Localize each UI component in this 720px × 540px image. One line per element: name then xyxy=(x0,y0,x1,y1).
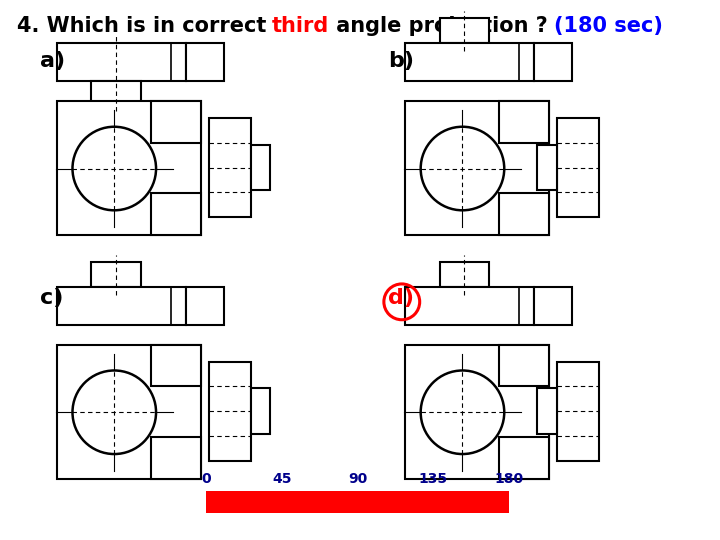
Text: d): d) xyxy=(388,288,414,308)
Text: 0: 0 xyxy=(201,472,211,486)
Bar xyxy=(57,43,186,81)
Text: 135: 135 xyxy=(419,472,448,486)
Text: third: third xyxy=(272,16,329,36)
Bar xyxy=(405,287,534,325)
Text: 45: 45 xyxy=(272,472,292,486)
Bar xyxy=(537,145,557,191)
Text: 180: 180 xyxy=(495,472,523,486)
Bar xyxy=(405,345,549,479)
Bar xyxy=(209,361,251,461)
Bar xyxy=(206,491,509,513)
Bar xyxy=(557,361,599,461)
Bar xyxy=(537,388,557,434)
Bar xyxy=(57,101,201,235)
Bar xyxy=(151,193,201,235)
Bar xyxy=(91,81,141,106)
Bar xyxy=(499,193,549,235)
Bar xyxy=(557,118,599,217)
Bar xyxy=(57,287,186,325)
Text: a): a) xyxy=(40,51,65,71)
Bar xyxy=(251,145,271,191)
Bar xyxy=(440,262,490,287)
Bar xyxy=(499,345,549,387)
Bar xyxy=(186,43,224,81)
Bar xyxy=(151,437,201,479)
Bar xyxy=(186,287,224,325)
Bar xyxy=(534,287,572,325)
Bar xyxy=(440,18,490,43)
Bar xyxy=(405,43,534,81)
Bar xyxy=(251,388,271,434)
Text: angle projection ?: angle projection ? xyxy=(329,16,555,36)
Text: b): b) xyxy=(388,51,414,71)
Bar xyxy=(151,345,201,387)
Bar xyxy=(499,437,549,479)
Bar xyxy=(405,101,549,235)
Bar xyxy=(209,118,251,217)
Text: 4. Which is in correct: 4. Which is in correct xyxy=(17,16,274,36)
Bar xyxy=(91,262,141,287)
Bar xyxy=(57,345,201,479)
Bar xyxy=(534,43,572,81)
Bar xyxy=(499,101,549,143)
Bar xyxy=(151,101,201,143)
Text: (180 sec): (180 sec) xyxy=(554,16,662,36)
Text: 90: 90 xyxy=(348,472,367,486)
Text: c): c) xyxy=(40,288,63,308)
